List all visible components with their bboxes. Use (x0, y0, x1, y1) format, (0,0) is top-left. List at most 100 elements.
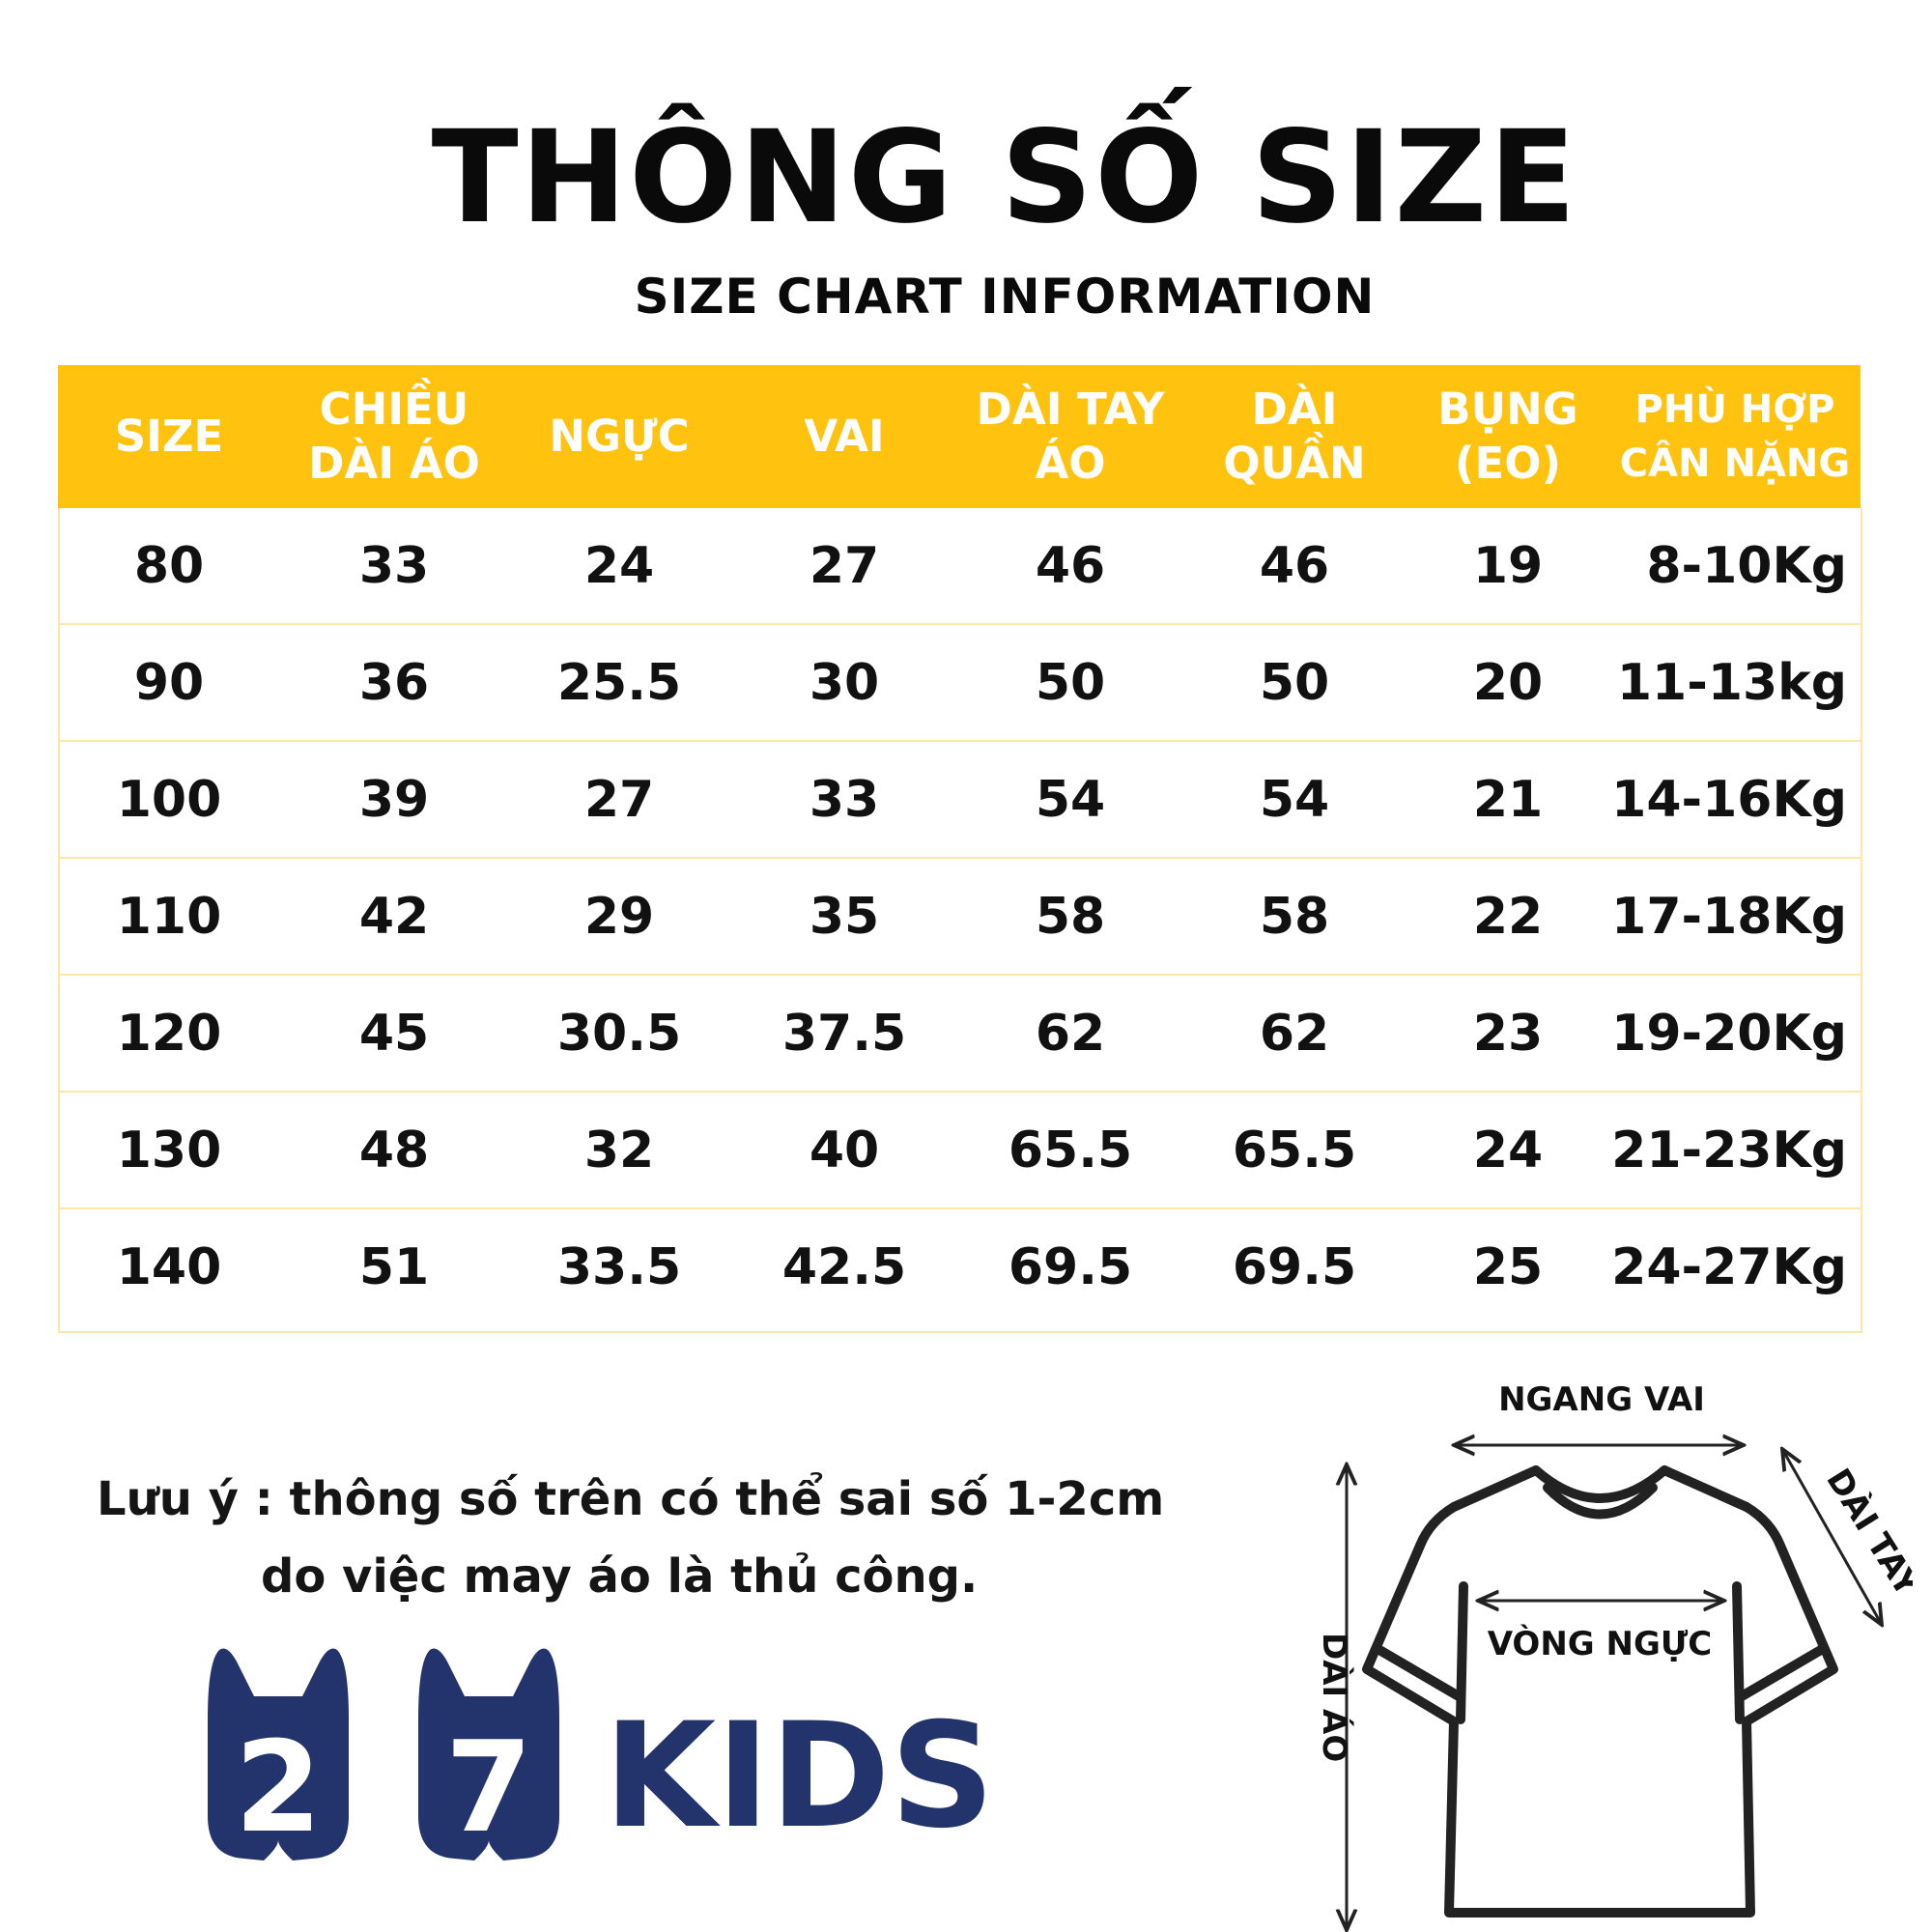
table-cell: 39 (280, 740, 508, 858)
table-cell: 58 (1182, 857, 1406, 975)
table-cell: 30 (730, 623, 958, 741)
note-text: Lưu ý : thông số trên có thể sai số 1-2c… (97, 1461, 1198, 1615)
column-header: NGỰC (508, 365, 730, 508)
table-cell: 17-18Kg (1609, 857, 1861, 975)
table-cell: 62 (1182, 974, 1406, 1092)
table-row: 80 33 24 27 46 46 19 8-10Kg (58, 508, 1861, 624)
logo-digit-1: 2 (235, 1714, 322, 1861)
table-cell: 30.5 (508, 974, 730, 1092)
column-header-line: ÁO (1035, 438, 1106, 489)
table-cell: 48 (280, 1091, 508, 1208)
table-cell: 24 (583, 536, 655, 595)
table-cell: 51 (280, 1208, 508, 1324)
table-header-row: SIZE CHIỀU DÀI ÁO NGỰC VAI DÀI TAY ÁO DÀI QUẦN BỤ… (58, 365, 1861, 508)
table-cell: 42.5 (730, 1208, 958, 1324)
column-header-line: BỤNG (1437, 384, 1578, 435)
table-cell: 54 (958, 740, 1182, 858)
table-row: 100 39 27 33 54 54 21 14-16Kg (58, 740, 1861, 858)
table-cell: 33.5 (508, 1208, 730, 1324)
table-cell: 100 (58, 740, 280, 858)
column-header-line: DÀI TAY (976, 384, 1165, 435)
cat-head-icon: 2 (208, 1648, 349, 1861)
column-header-line: VAI (804, 411, 885, 462)
table-cell: 24-27Kg (1609, 1208, 1861, 1324)
brand-logo: 2 7 KIDS (208, 1648, 990, 1861)
tshirt-outline-icon (1362, 1465, 1838, 1918)
table-cell: 24 (1406, 1091, 1609, 1208)
column-header-line: CÂN NẶNG (1619, 441, 1851, 486)
column-header: PHÙ HỢP CÂN NẶNG (1609, 365, 1861, 508)
table-cell: 69.5 (1182, 1208, 1406, 1324)
table-cell: 14-16Kg (1609, 740, 1861, 858)
table-cell: 35 (730, 857, 958, 975)
logo-digit-2: 7 (445, 1714, 532, 1861)
column-header-line: QUẦN (1223, 438, 1366, 489)
table-cell: 19 (1472, 536, 1544, 595)
column-header-line: NGỰC (549, 411, 690, 462)
sleeve-label: DÀI TAY (1818, 1462, 1913, 1604)
table-cell: 50 (958, 623, 1182, 741)
table-row: 130 48 32 40 65.5 65.5 24 21-23Kg (58, 1091, 1861, 1208)
table-cell: 54 (1182, 740, 1406, 858)
cat-head-icon: 7 (418, 1648, 559, 1861)
table-cell: 46 (1259, 536, 1330, 595)
table-cell: 80 (133, 536, 205, 595)
table-cell: 33 (358, 536, 430, 595)
table-cell: 90 (58, 623, 280, 741)
table-cell: 45 (280, 974, 508, 1092)
table-cell: 65.5 (958, 1091, 1182, 1208)
shoulder-label: NGANG VAI (1498, 1380, 1705, 1419)
table-row: 120 45 30.5 37.5 62 62 23 19-20Kg (58, 974, 1861, 1092)
table-cell: 27 (809, 536, 880, 595)
table-cell: 42 (280, 857, 508, 975)
column-header: VAI (730, 365, 958, 508)
tshirt-measure-diagram: NGANG VAI DÀI TAY DÀI ÁO VÒNG NGỰC (1315, 1380, 1913, 1932)
logo-word: KIDS (604, 1692, 990, 1861)
column-header-line: DÀI (1251, 384, 1338, 435)
column-header-line: DÀI ÁO (308, 438, 480, 489)
table-cell: 21-23Kg (1609, 1091, 1861, 1208)
table-cell: 25.5 (508, 623, 730, 741)
page-subtitle: SIZE CHART INFORMATION (634, 269, 1376, 325)
column-header: DÀI TAY ÁO (958, 365, 1182, 508)
table-cell: 25 (1406, 1208, 1609, 1324)
page-title: THÔNG SỐ SIZE (431, 103, 1578, 252)
table-cell: 40 (730, 1091, 958, 1208)
length-label: DÀI ÁO (1315, 1633, 1354, 1762)
size-chart-table: SIZE CHIỀU DÀI ÁO NGỰC VAI DÀI TAY ÁO DÀI QUẦN BỤ… (58, 365, 1861, 1324)
column-header: CHIỀU DÀI ÁO (280, 365, 508, 508)
table-cell: 11-13kg (1609, 623, 1861, 741)
table-cell: 32 (508, 1091, 730, 1208)
table-cell: 20 (1406, 623, 1609, 741)
table-cell: 29 (508, 857, 730, 975)
table-row: 110 42 29 35 58 58 22 17-18Kg (58, 857, 1861, 975)
table-cell: 50 (1182, 623, 1406, 741)
column-header: DÀI QUẦN (1182, 365, 1406, 508)
table-cell: 22 (1406, 857, 1609, 975)
table-cell: 23 (1406, 974, 1609, 1092)
note-line-2: do việc may áo là thủ công. (261, 1549, 979, 1604)
sleeve-arrow (1782, 1449, 1882, 1625)
table-cell: 58 (958, 857, 1182, 975)
note-line-1: Lưu ý : thông số trên có thể sai số 1-2c… (97, 1472, 1165, 1526)
table-cell: 37.5 (730, 974, 958, 1092)
column-header-line: CHIỀU (319, 384, 469, 435)
column-header: SIZE (58, 365, 280, 508)
column-header-line: SIZE (114, 411, 224, 462)
table-cell: 110 (58, 857, 280, 975)
column-header-line: PHÙ HỢP (1634, 387, 1835, 432)
table-cell: 62 (958, 974, 1182, 1092)
table-body: 80 33 24 27 46 46 19 8-10Kg 90 36 25.5 30 50 50 20 11-1… (58, 508, 1861, 1324)
table-cell: 120 (58, 974, 280, 1092)
table-cell: 46 (1035, 536, 1106, 595)
table-row: 90 36 25.5 30 50 50 20 11-13kg (58, 623, 1861, 741)
column-header-line: (EO) (1454, 438, 1562, 489)
table-cell: 27 (508, 740, 730, 858)
table-cell: 33 (730, 740, 958, 858)
table-cell: 69.5 (958, 1208, 1182, 1324)
column-header: BỤNG (EO) (1406, 365, 1609, 508)
table-cell: 21 (1406, 740, 1609, 858)
table-cell: 130 (58, 1091, 280, 1208)
chest-label: VÒNG NGỰC (1488, 1624, 1713, 1663)
table-row: 140 51 33.5 42.5 69.5 69.5 25 24-27Kg (58, 1208, 1861, 1324)
